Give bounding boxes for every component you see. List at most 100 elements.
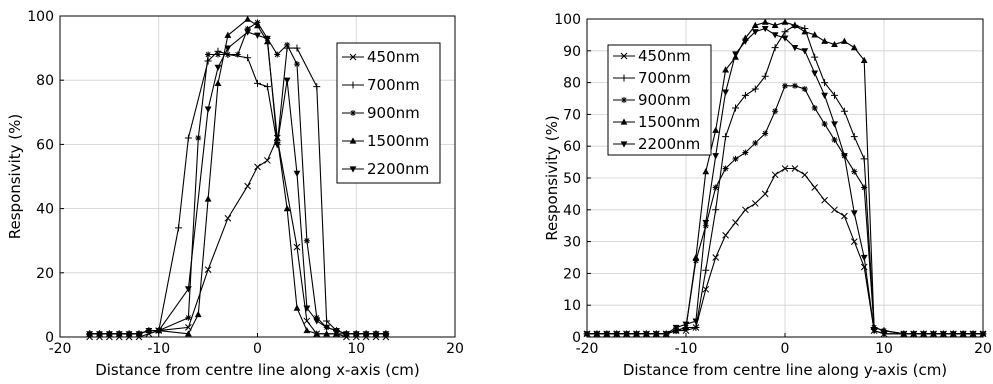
legend-label: 2200nm [367, 160, 429, 178]
data-point [722, 89, 729, 96]
data-point [224, 31, 232, 38]
legend-item: 700nm [342, 76, 420, 94]
legend-item: 2200nm [342, 160, 429, 178]
data-point [851, 168, 858, 175]
legend-marker [350, 110, 356, 116]
legend-marker [349, 81, 357, 89]
data-point [831, 206, 838, 214]
data-point [860, 56, 868, 63]
data-point [194, 310, 202, 318]
data-point [910, 331, 918, 338]
data-point [811, 105, 818, 112]
data-point [751, 21, 759, 28]
data-point [342, 331, 350, 338]
data-point [811, 53, 819, 61]
data-point [920, 331, 927, 338]
data-point [771, 21, 779, 28]
data-point [791, 45, 799, 52]
data-point [702, 266, 710, 274]
y-axis-label: Responsivity (%) [543, 115, 561, 241]
data-point [979, 331, 987, 338]
data-point [263, 35, 271, 43]
legend-marker [620, 118, 628, 125]
legend-item: 1500nm [342, 132, 429, 150]
data-point [969, 331, 977, 338]
y-tick-label: 40 [36, 202, 54, 218]
data-point [771, 44, 779, 52]
series-2200nm [86, 29, 390, 338]
data-point [313, 318, 321, 325]
data-point [105, 331, 113, 338]
data-point [781, 28, 789, 36]
data-point [781, 165, 789, 172]
y-tick-label: 0 [45, 330, 54, 346]
data-point [274, 51, 281, 58]
data-point [751, 85, 759, 93]
data-point [254, 32, 261, 39]
x-tick-label: -20 [576, 341, 599, 357]
data-point [959, 331, 967, 338]
data-point [692, 323, 700, 331]
x-tick-label: 0 [781, 341, 790, 357]
series-line-2200nm [587, 27, 983, 335]
legend-marker [621, 97, 627, 103]
legend-label: 450nm [367, 48, 420, 66]
data-point [293, 304, 301, 311]
data-point [284, 41, 291, 48]
y-tick-label: 0 [572, 330, 581, 346]
data-point [771, 171, 779, 179]
data-point [712, 254, 720, 261]
legend-item: 900nm [342, 104, 420, 122]
data-point [184, 286, 192, 293]
data-point [870, 328, 878, 335]
data-point [791, 82, 798, 89]
y-tick-label: 70 [563, 107, 581, 123]
data-point [831, 91, 838, 99]
data-point [303, 237, 310, 244]
data-point [323, 330, 331, 337]
data-point [722, 231, 729, 239]
legend-item: 700nm [613, 69, 691, 87]
data-point [593, 331, 601, 338]
data-point [652, 331, 660, 338]
y-tick-label: 40 [563, 203, 581, 219]
data-point [751, 200, 759, 207]
data-point [293, 243, 301, 251]
y-tick-label: 80 [36, 73, 54, 89]
y-tick-label: 20 [36, 266, 54, 282]
x-tick-label: 0 [253, 341, 262, 357]
data-point [184, 330, 192, 337]
legend-marker [349, 137, 357, 144]
data-point [672, 324, 680, 332]
data-point [263, 83, 271, 91]
data-point [860, 254, 868, 262]
x-axis-label: Distance from centre line along x-axis (… [95, 361, 420, 379]
x-tick-label: -20 [49, 341, 72, 357]
data-point [840, 107, 848, 115]
legend-marker [620, 74, 628, 82]
data-point [215, 51, 221, 58]
data-point [761, 190, 769, 198]
x-tick-label: 20 [974, 341, 992, 357]
x-tick-label: -10 [147, 341, 170, 357]
data-point [362, 331, 370, 338]
data-point [761, 18, 769, 25]
legend-marker [349, 166, 357, 173]
data-point [732, 51, 739, 58]
legend-item: 450nm [342, 48, 420, 66]
data-point [860, 155, 868, 163]
data-point [145, 327, 153, 335]
data-point [333, 327, 340, 335]
data-point [772, 108, 779, 115]
data-point [742, 206, 749, 214]
data-point [741, 91, 749, 99]
data-point [613, 331, 621, 338]
data-point [204, 195, 212, 202]
data-point [234, 51, 241, 58]
data-point [742, 149, 749, 156]
legend-label: 450nm [638, 47, 691, 65]
chart-panel-1: -20 -10 0 10 20 0 20 40 60 80 100 Distance from cen… [6, 9, 464, 379]
data-point [214, 79, 222, 87]
data-point [96, 331, 103, 338]
